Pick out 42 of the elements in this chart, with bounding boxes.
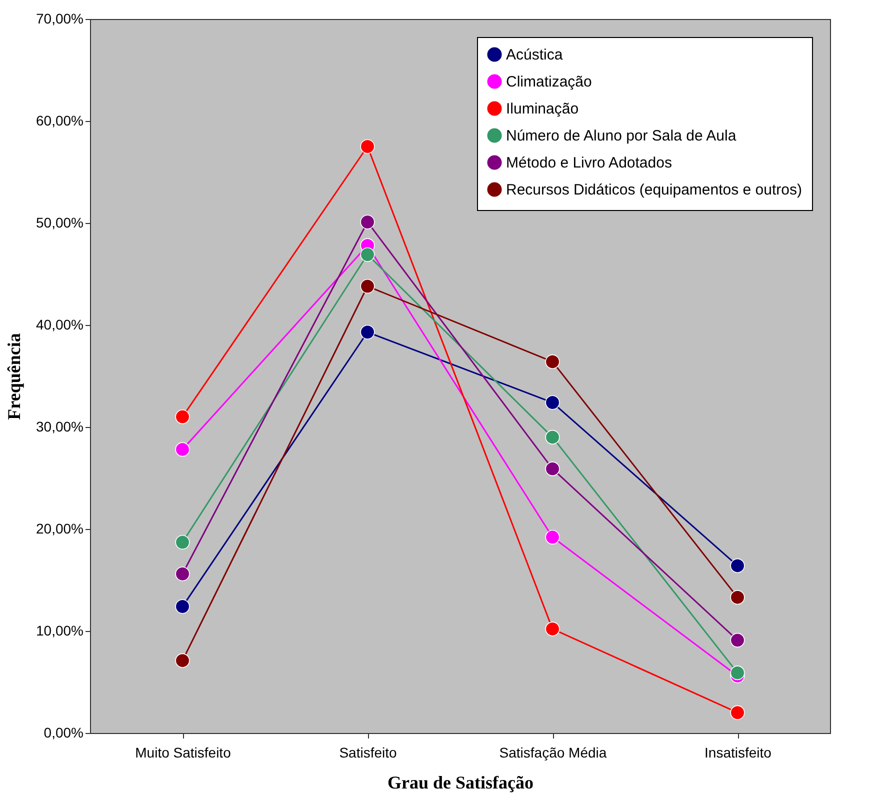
legend-label: Iluminação	[506, 100, 579, 118]
y-axis-title: Frequência	[4, 333, 24, 420]
point	[545, 462, 560, 476]
point	[545, 430, 560, 444]
legend-label: Número de Aluno por Sala de Aula	[506, 128, 737, 144]
point	[730, 558, 745, 573]
y-tick-label: 70,00%	[36, 10, 84, 26]
point	[730, 666, 745, 680]
legend-label: Acústica	[506, 46, 564, 64]
point	[360, 247, 375, 262]
point	[360, 324, 375, 340]
x-tick-label: Satisfeito	[339, 744, 398, 760]
x-axis-title: Grau de Satisfação	[388, 772, 534, 792]
point	[545, 622, 560, 636]
point	[360, 214, 375, 230]
y-tick-label: 50,00%	[36, 214, 84, 230]
y-tick-label: 60,00%	[36, 112, 84, 128]
point	[175, 410, 190, 424]
point	[175, 566, 190, 582]
point	[545, 354, 560, 369]
legend-label: Recursos Didáticos (equipamentos e outros)	[506, 182, 802, 198]
point	[545, 530, 560, 544]
legend-label: Método e Livro Adotados	[506, 154, 672, 172]
point	[175, 534, 190, 550]
point	[545, 395, 560, 410]
y-tick-label: 40,00%	[36, 316, 84, 332]
point	[730, 590, 745, 605]
point	[175, 653, 190, 668]
x-tick-label: Muito Satisfeito	[135, 744, 232, 760]
y-tick-label: 0,00%	[44, 724, 84, 740]
legend-label: Climatização	[506, 74, 592, 90]
y-tick-label: 20,00%	[36, 520, 84, 536]
y-tick-label: 10,00%	[36, 622, 84, 638]
point	[730, 705, 745, 720]
point	[175, 599, 190, 614]
point	[360, 278, 375, 294]
point	[730, 632, 745, 648]
point	[360, 139, 375, 154]
point	[175, 442, 190, 457]
x-tick-label: Insatisfeito	[704, 744, 772, 760]
y-tick-label: 30,00%	[36, 418, 84, 434]
x-tick-label: Satisfação Média	[499, 744, 607, 760]
